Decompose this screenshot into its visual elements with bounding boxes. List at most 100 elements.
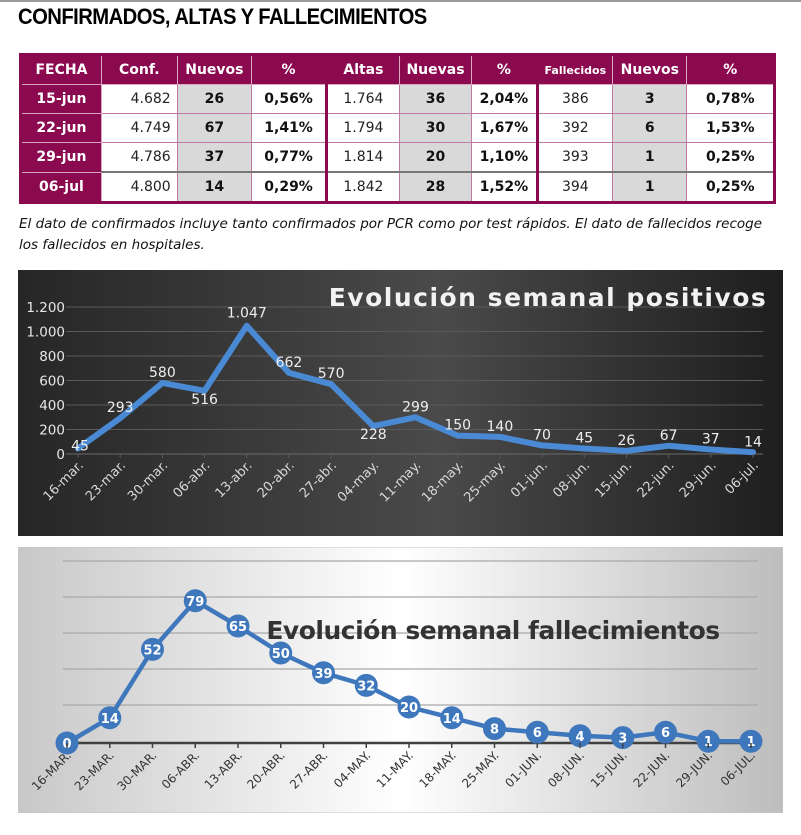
cell-altas-nuevas: 28 (398, 171, 473, 203)
cell-altas: 1.764 (325, 84, 400, 114)
cell-altas: 1.814 (325, 142, 400, 173)
header-fall-pct: % (686, 54, 775, 85)
data-point (483, 717, 506, 741)
cell-fallecidos: 394 (535, 171, 614, 203)
cell-fecha: 15-jun (20, 84, 102, 114)
data-label: 67 (660, 428, 678, 444)
data-label: 50 (272, 647, 290, 662)
y-tick-label: 800 (39, 349, 65, 365)
cell-conf: 4.800 (100, 171, 178, 203)
header-fecha: FECHA (20, 54, 102, 85)
y-tick-label: 200 (39, 423, 65, 439)
cell-altas-pct: 1,52% (471, 171, 538, 203)
cell-altas: 1.842 (325, 171, 400, 203)
cell-fecha: 06-jul (20, 171, 102, 203)
chart-title: Evolución semanal positivos (329, 283, 768, 312)
table-header-row: FECHA Conf. Nuevos % Altas Nuevas % Fall… (20, 54, 775, 85)
data-label: 228 (360, 427, 387, 443)
data-label: 8 (490, 723, 499, 738)
data-point (654, 720, 677, 744)
cell-conf: 4.749 (100, 113, 178, 143)
page-title: CONFIRMADOS, ALTAS Y FALLECIMIENTOS (18, 4, 427, 29)
cell-conf-nuevos: 37 (176, 142, 253, 173)
cell-conf-pct: 0,77% (251, 142, 328, 173)
data-label: 4 (575, 730, 584, 745)
data-label: 1 (704, 735, 713, 750)
cell-altas-pct: 2,04% (471, 84, 538, 114)
data-label: 70 (533, 427, 551, 443)
data-point (397, 695, 421, 719)
table-row: 15-jun 4.682 26 0,56% 1.764 36 2,04% 386… (20, 84, 775, 114)
cell-fall-pct: 0,25% (686, 171, 775, 203)
data-point (568, 724, 592, 748)
data-label: 140 (487, 419, 514, 435)
chart-title: Evolución semanal fallecimientos (266, 616, 719, 645)
data-label: 570 (318, 366, 345, 382)
cell-fall-nuevos: 6 (612, 113, 688, 143)
cell-fall-nuevos: 1 (612, 142, 688, 173)
header-conf-pct: % (251, 54, 328, 85)
data-label: 45 (575, 430, 593, 446)
cell-fall-pct: 1,53% (686, 113, 775, 143)
cell-altas-nuevas: 36 (398, 84, 473, 114)
cell-altas-pct: 1,67% (471, 113, 538, 143)
data-label: 6 (533, 726, 542, 741)
table-row: 06-jul 4.800 14 0,29% 1.842 28 1,52% 394… (20, 171, 775, 203)
data-label: 52 (143, 643, 161, 658)
cell-fall-pct: 0,78% (686, 84, 775, 114)
header-fall-nuevos: Nuevos (612, 54, 688, 85)
cell-conf-nuevos: 14 (176, 171, 253, 203)
cell-altas-nuevas: 30 (398, 113, 473, 143)
chart-background (18, 270, 783, 536)
cell-conf-pct: 0,56% (251, 84, 328, 114)
data-label: 20 (400, 701, 418, 716)
cell-fall-nuevos: 3 (612, 84, 688, 114)
data-label: 65 (229, 620, 247, 635)
chart-background (18, 547, 783, 813)
data-point (739, 729, 763, 753)
chart-positivos: 0 200 400 600 800 1.000 1.200 45 293 580 516 1.047… (18, 270, 783, 536)
data-point (312, 661, 335, 685)
cell-fall-nuevos: 1 (612, 171, 688, 203)
data-point (440, 706, 464, 730)
data-label: 26 (618, 433, 636, 449)
cell-conf-nuevos: 67 (176, 113, 253, 143)
table-row: 22-jun 4.749 67 1,41% 1.794 30 1,67% 392… (20, 113, 775, 143)
header-conf: Conf. (100, 54, 178, 85)
data-point (183, 589, 207, 613)
y-tick-label: 1.000 (26, 325, 65, 341)
cell-conf: 4.682 (100, 84, 178, 114)
data-point (269, 641, 293, 665)
data-label: 14 (744, 434, 762, 450)
cell-fallecidos: 392 (535, 113, 614, 143)
data-label: 662 (276, 355, 303, 371)
data-point (611, 726, 635, 750)
data-label: 516 (191, 392, 218, 408)
data-label: 3 (618, 732, 627, 747)
data-label: 14 (443, 712, 461, 727)
y-tick-label: 600 (39, 374, 65, 390)
header-altas-nuevas: Nuevas (398, 54, 473, 85)
y-tick-label: 1.200 (26, 300, 65, 316)
cell-altas: 1.794 (325, 113, 400, 143)
header-fallecidos: Fallecidos (535, 54, 614, 85)
data-label: 1 (746, 735, 755, 750)
data-point (525, 720, 549, 744)
cell-fall-pct: 0,25% (686, 142, 775, 173)
data-label: 37 (702, 431, 720, 447)
cell-fecha: 22-jun (20, 113, 102, 143)
data-label: 1.047 (227, 306, 267, 322)
data-label: 32 (357, 679, 375, 694)
y-tick-label: 400 (39, 398, 65, 414)
data-label: 6 (661, 726, 670, 741)
data-point (98, 706, 122, 730)
data-point (354, 673, 378, 697)
top-rule (0, 0, 801, 2)
cell-altas-pct: 1,10% (471, 142, 538, 173)
y-tick-label: 0 (56, 447, 65, 463)
header-conf-nuevos: Nuevos (176, 54, 253, 85)
header-altas-pct: % (471, 54, 538, 85)
data-label: 293 (107, 400, 134, 416)
data-point (141, 637, 164, 661)
data-label: 580 (149, 365, 176, 381)
